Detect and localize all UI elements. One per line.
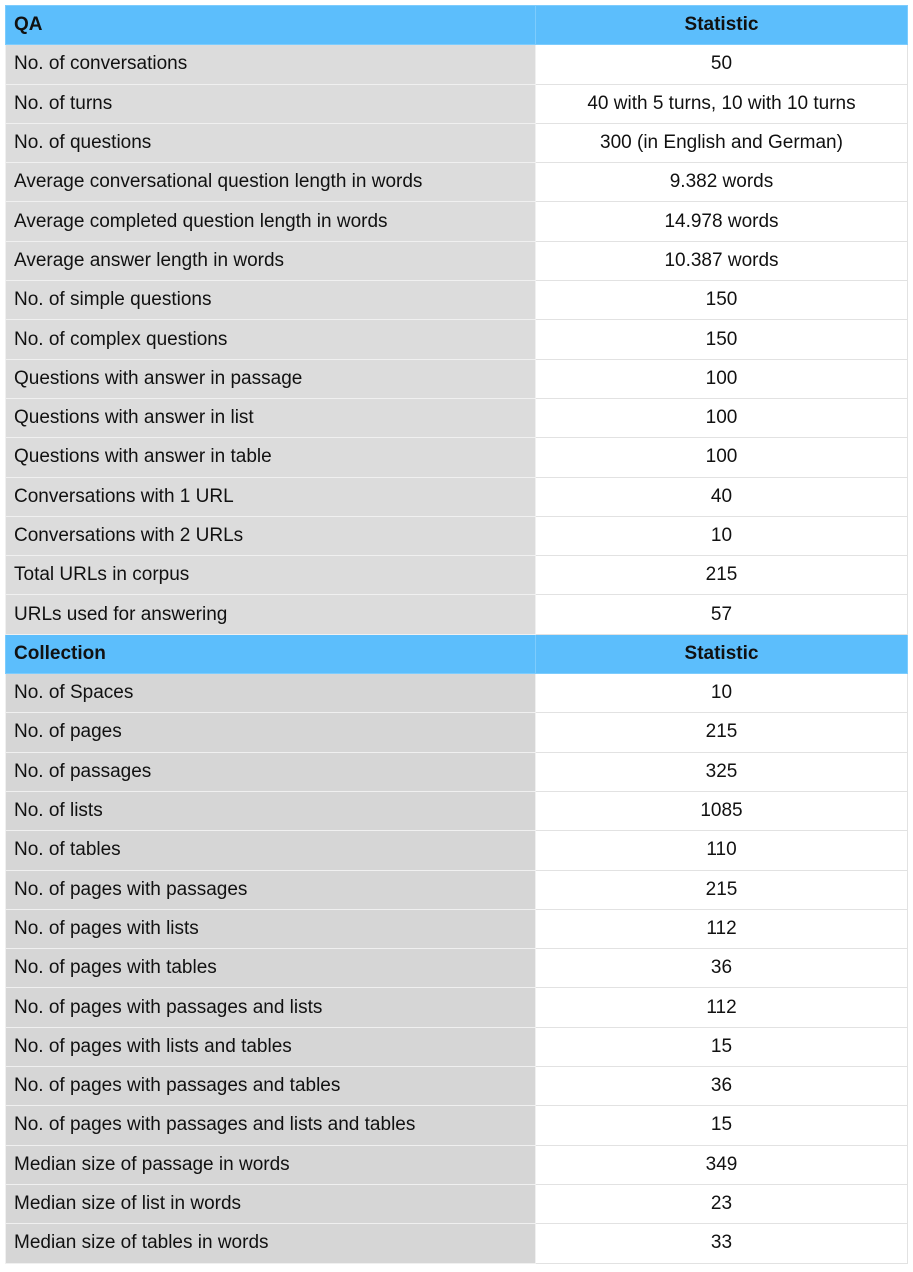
collection-row-value: 33 — [535, 1223, 908, 1264]
collection-row-value: 15 — [535, 1026, 908, 1068]
qa-row-value: 150 — [535, 280, 908, 321]
qa-row-label: No. of conversations — [5, 44, 536, 85]
collection-section: Collection Statistic No. of Spaces 10 No. … — [5, 633, 908, 1264]
collection-row-value: 112 — [535, 987, 908, 1028]
qa-row-label: No. of turns — [5, 83, 536, 124]
qa-row-value: 100 — [535, 358, 908, 399]
qa-table-row: Questions with answer in list 100 — [5, 397, 908, 439]
collection-table-row: No. of pages with lists and tables 15 — [5, 1026, 908, 1068]
collection-row-label: No. of pages with lists — [5, 908, 536, 950]
qa-section: QA Statistic No. of conversations 50 No. o… — [5, 4, 908, 635]
qa-table-row: URLs used for answering 57 — [5, 594, 908, 635]
collection-row-label: Median size of list in words — [5, 1183, 536, 1225]
collection-table-row: No. of pages with passages and lists 112 — [5, 987, 908, 1028]
collection-row-value: 1085 — [535, 790, 908, 832]
collection-row-label: No. of pages with passages and lists and… — [5, 1105, 536, 1146]
qa-table-row: Conversations with 2 URLs 10 — [5, 515, 908, 557]
collection-table-row: No. of pages with passages and lists and… — [5, 1105, 908, 1146]
collection-row-label: No. of pages with lists and tables — [5, 1026, 536, 1068]
qa-row-label: Total URLs in corpus — [5, 555, 536, 596]
qa-table-row: No. of turns 40 with 5 turns, 10 with 10 … — [5, 83, 908, 124]
collection-table-row: Median size of tables in words 33 — [5, 1223, 908, 1264]
collection-row-value: 349 — [535, 1144, 908, 1185]
qa-row-value: 300 (in English and German) — [535, 122, 908, 164]
collection-table-row: No. of pages 215 — [5, 712, 908, 753]
qa-table-row: Questions with answer in passage 100 — [5, 358, 908, 399]
collection-header-row: Collection Statistic — [5, 633, 908, 675]
collection-row-value: 215 — [535, 712, 908, 753]
collection-table-row: No. of passages 325 — [5, 751, 908, 792]
qa-table-row: Average answer length in words 10.387 wor… — [5, 240, 908, 282]
collection-row-label: Median size of passage in words — [5, 1144, 536, 1185]
qa-row-label: No. of simple questions — [5, 280, 536, 321]
collection-row-value: 325 — [535, 751, 908, 792]
qa-row-label: Average conversational question length i… — [5, 162, 536, 203]
qa-row-value: 57 — [535, 594, 908, 635]
collection-row-label: No. of pages with tables — [5, 948, 536, 989]
collection-row-label: No. of pages with passages and lists — [5, 987, 536, 1028]
qa-table-row: No. of questions 300 (in English and Germ… — [5, 122, 908, 164]
qa-row-label: URLs used for answering — [5, 594, 536, 635]
collection-row-value: 36 — [535, 1066, 908, 1107]
collection-table-row: No. of pages with lists 112 — [5, 908, 908, 950]
collection-row-value: 10 — [535, 673, 908, 714]
statistics-table: QA Statistic No. of conversations 50 No. o… — [5, 4, 908, 1264]
qa-row-value: 150 — [535, 319, 908, 360]
qa-row-value: 10 — [535, 515, 908, 557]
qa-table-row: Average completed question length in wor… — [5, 201, 908, 242]
collection-table-row: No. of Spaces 10 — [5, 673, 908, 714]
collection-row-value: 36 — [535, 948, 908, 989]
collection-row-value: 215 — [535, 869, 908, 910]
qa-table-row: Questions with answer in table 100 — [5, 437, 908, 478]
collection-table-row: No. of pages with passages 215 — [5, 869, 908, 910]
qa-header-statistic: Statistic — [535, 4, 908, 46]
qa-row-value: 215 — [535, 555, 908, 596]
collection-table-row: Median size of passage in words 349 — [5, 1144, 908, 1185]
qa-row-value: 100 — [535, 397, 908, 439]
qa-row-value: 10.387 words — [535, 240, 908, 282]
qa-row-value: 50 — [535, 44, 908, 85]
qa-row-label: Questions with answer in passage — [5, 358, 536, 399]
collection-header-statistic: Statistic — [535, 633, 908, 675]
qa-row-label: Average answer length in words — [5, 240, 536, 282]
qa-row-label: Average completed question length in wor… — [5, 201, 536, 242]
collection-row-value: 23 — [535, 1183, 908, 1225]
qa-row-label: Conversations with 2 URLs — [5, 515, 536, 557]
qa-table-row: No. of simple questions 150 — [5, 280, 908, 321]
qa-row-value: 40 — [535, 476, 908, 517]
qa-row-label: Conversations with 1 URL — [5, 476, 536, 517]
qa-row-value: 40 with 5 turns, 10 with 10 turns — [535, 83, 908, 124]
qa-row-label: No. of questions — [5, 122, 536, 164]
qa-header-row: QA Statistic — [5, 4, 908, 46]
collection-row-label: Median size of tables in words — [5, 1223, 536, 1264]
collection-table-row: No. of lists 1085 — [5, 790, 908, 832]
qa-table-row: Conversations with 1 URL 40 — [5, 476, 908, 517]
qa-table-row: Total URLs in corpus 215 — [5, 555, 908, 596]
qa-table-row: Average conversational question length i… — [5, 162, 908, 203]
collection-row-label: No. of tables — [5, 830, 536, 871]
collection-header-label: Collection — [5, 633, 536, 675]
qa-row-value: 14.978 words — [535, 201, 908, 242]
collection-table-row: Median size of list in words 23 — [5, 1183, 908, 1225]
collection-row-value: 15 — [535, 1105, 908, 1146]
collection-table-row: No. of pages with tables 36 — [5, 948, 908, 989]
qa-header-label: QA — [5, 4, 536, 46]
qa-table-row: No. of conversations 50 — [5, 44, 908, 85]
qa-table-row: No. of complex questions 150 — [5, 319, 908, 360]
qa-row-label: Questions with answer in list — [5, 397, 536, 439]
collection-row-label: No. of Spaces — [5, 673, 536, 714]
collection-table-row: No. of tables 110 — [5, 830, 908, 871]
collection-row-label: No. of pages — [5, 712, 536, 753]
collection-table-row: No. of pages with passages and tables 36 — [5, 1066, 908, 1107]
collection-row-label: No. of pages with passages — [5, 869, 536, 910]
qa-row-value: 100 — [535, 437, 908, 478]
qa-row-label: No. of complex questions — [5, 319, 536, 360]
collection-row-label: No. of passages — [5, 751, 536, 792]
collection-row-label: No. of lists — [5, 790, 536, 832]
qa-row-value: 9.382 words — [535, 162, 908, 203]
qa-row-label: Questions with answer in table — [5, 437, 536, 478]
collection-row-value: 112 — [535, 908, 908, 950]
collection-row-value: 110 — [535, 830, 908, 871]
collection-row-label: No. of pages with passages and tables — [5, 1066, 536, 1107]
